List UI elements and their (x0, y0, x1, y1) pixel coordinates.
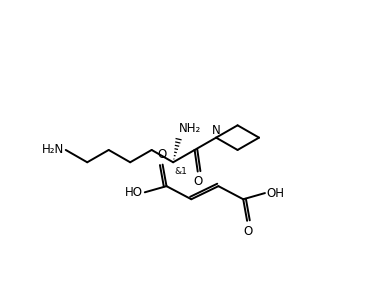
Text: H₂N: H₂N (42, 143, 64, 157)
Text: NH₂: NH₂ (179, 122, 201, 135)
Text: N: N (212, 124, 220, 137)
Text: OH: OH (266, 187, 285, 200)
Text: &1: &1 (175, 167, 188, 176)
Text: O: O (194, 176, 203, 188)
Text: O: O (157, 148, 167, 161)
Text: O: O (243, 225, 253, 238)
Text: HO: HO (125, 186, 143, 199)
